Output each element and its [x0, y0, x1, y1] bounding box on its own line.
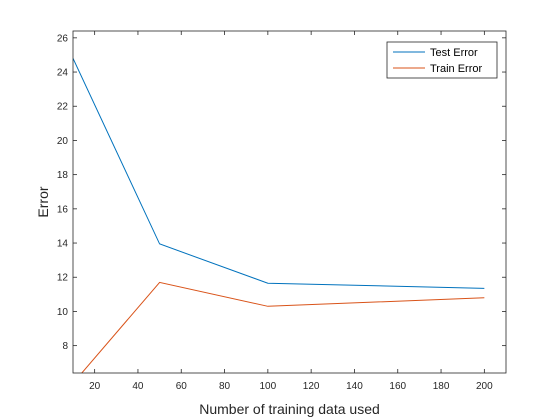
x-tick-label: 180: [433, 381, 450, 392]
axes: [72, 30, 507, 374]
x-tick-label: 80: [219, 381, 231, 392]
legend-label-train-error: Train Error: [430, 63, 482, 75]
x-tick-label: 140: [346, 381, 363, 392]
y-tick-label: 12: [57, 273, 69, 284]
x-tick-label: 160: [389, 381, 406, 392]
x-tick-label: 200: [476, 381, 493, 392]
x-axis-label: Number of training data used: [199, 401, 380, 417]
y-tick-label: 10: [57, 307, 69, 318]
y-tick-label: 8: [62, 341, 68, 352]
y-tick-label: 14: [57, 239, 69, 250]
y-tick-label: 20: [57, 136, 69, 147]
x-tick-label: 20: [89, 381, 101, 392]
plot-background: [73, 31, 506, 373]
ticks: 20 40 60 80 100 120 140 160 180 200 8 10 12 14 16 18 20 2…: [57, 31, 506, 392]
x-tick-label: 100: [260, 381, 277, 392]
series-layer: [73, 58, 485, 373]
y-tick-label: 24: [57, 68, 69, 79]
y-tick-label: 26: [57, 33, 69, 44]
x-tick-label: 120: [303, 381, 320, 392]
y-tick-label: 22: [57, 102, 69, 113]
legend-box: [386, 41, 498, 79]
axes-box: [72, 30, 507, 374]
legend-label-test-error: Test Error: [430, 47, 478, 59]
legend: Test Error Train Error: [386, 41, 498, 79]
x-tick-label: 40: [132, 381, 144, 392]
series-line-test-error: [73, 58, 485, 289]
y-tick-label: 18: [57, 170, 69, 181]
series-line-train-error: [81, 281, 485, 373]
y-tick-label: 16: [57, 204, 69, 215]
x-tick-label: 60: [176, 381, 188, 392]
y-axis-label: Error: [35, 186, 51, 217]
